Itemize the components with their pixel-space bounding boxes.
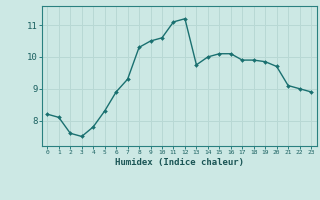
X-axis label: Humidex (Indice chaleur): Humidex (Indice chaleur) bbox=[115, 158, 244, 167]
